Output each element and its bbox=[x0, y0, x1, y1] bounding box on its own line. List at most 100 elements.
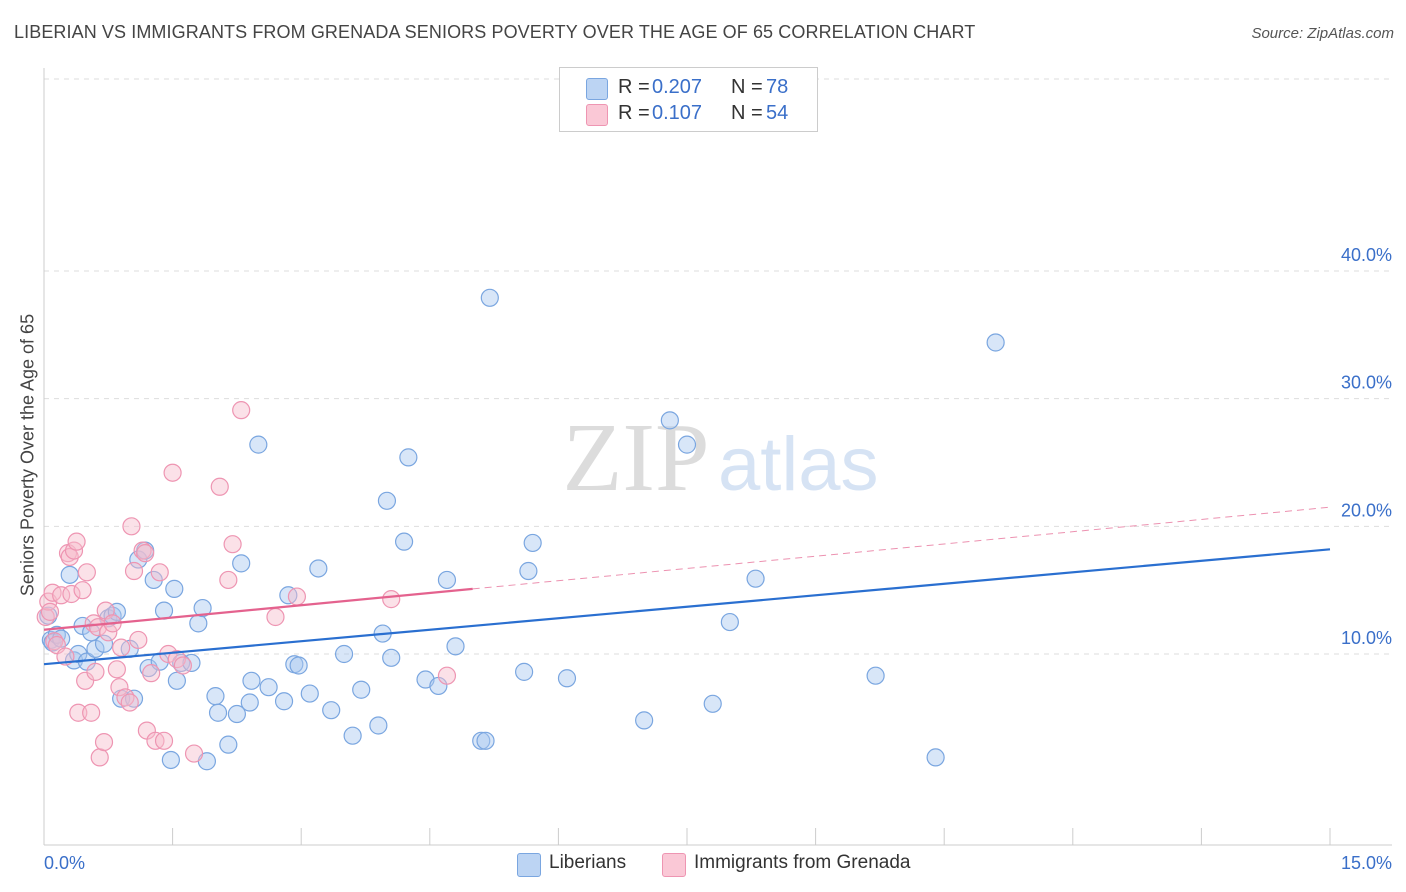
liberian-point bbox=[240, 693, 259, 712]
r-label: R = bbox=[618, 102, 650, 124]
grenada-point bbox=[232, 401, 251, 420]
r-value: 0.207 bbox=[652, 76, 703, 98]
grenada-point bbox=[90, 748, 109, 767]
liberian-point bbox=[476, 731, 495, 750]
grenada-legend-swatch bbox=[662, 853, 686, 877]
chart-title: LIBERIAN VS IMMIGRANTS FROM GRENADA SENI… bbox=[14, 22, 976, 42]
grenada-point bbox=[122, 517, 141, 536]
liberian-point bbox=[289, 656, 308, 675]
liberian-point bbox=[866, 666, 885, 685]
axes bbox=[43, 68, 1392, 846]
trend-lines bbox=[43, 506, 1331, 666]
grenada-point bbox=[184, 744, 204, 763]
liberian-point bbox=[322, 701, 341, 720]
liberian-point bbox=[394, 532, 414, 551]
liberian-point bbox=[227, 704, 246, 724]
watermark-zip: ZIP bbox=[563, 404, 710, 512]
r-value: 0.107 bbox=[652, 102, 703, 124]
liberian-point bbox=[446, 637, 465, 656]
y-tick-label: 10.0% bbox=[1341, 628, 1392, 648]
grenada-point bbox=[136, 544, 155, 563]
grenada-point bbox=[110, 678, 129, 697]
grenada-point bbox=[112, 638, 131, 657]
liberian-point bbox=[557, 669, 577, 688]
liberian-point bbox=[154, 601, 174, 620]
liberian-point bbox=[399, 448, 418, 467]
grenada-point bbox=[62, 584, 81, 604]
liberian-point bbox=[635, 711, 654, 730]
liberian-point bbox=[219, 735, 238, 754]
liberian-point bbox=[300, 684, 319, 703]
grenada-point bbox=[73, 581, 92, 600]
liberian-point bbox=[60, 565, 79, 584]
grenada-point bbox=[67, 532, 86, 551]
liberian-point bbox=[274, 692, 294, 711]
liberian-point bbox=[208, 703, 228, 722]
liberian-point bbox=[189, 614, 208, 633]
liberian-point bbox=[139, 658, 158, 678]
liberian-point bbox=[259, 678, 278, 697]
liberian-point bbox=[242, 671, 261, 690]
liberian-point bbox=[720, 612, 739, 632]
liberian-point bbox=[369, 716, 388, 735]
grenada-swatch bbox=[586, 104, 608, 126]
watermark: ZIP atlas bbox=[563, 404, 879, 512]
grenada-point bbox=[287, 587, 307, 606]
y-tick-label: 30.0% bbox=[1341, 373, 1392, 393]
grenada-point bbox=[437, 666, 457, 685]
grenada-point bbox=[266, 607, 285, 627]
liberian-point bbox=[167, 671, 186, 690]
liberian-point bbox=[165, 579, 184, 598]
liberian-point bbox=[986, 333, 1005, 352]
grenada-point bbox=[40, 602, 60, 621]
grenada-point bbox=[77, 563, 96, 582]
liberian-point bbox=[232, 554, 251, 573]
y-tick-label: 20.0% bbox=[1341, 500, 1392, 520]
grenada-point bbox=[94, 732, 114, 752]
grenada-point bbox=[107, 660, 126, 679]
liberian-point bbox=[309, 559, 328, 578]
liberian-point bbox=[677, 435, 697, 454]
tick-labels: 10.0% 20.0% 30.0% 40.0% 0.0% 15.0% bbox=[44, 245, 1392, 873]
grenada-point bbox=[154, 731, 174, 750]
liberian-point bbox=[472, 731, 491, 750]
grenada-point bbox=[219, 570, 238, 590]
liberians-legend-label: Liberians bbox=[549, 852, 627, 873]
x-tick-label: 15.0% bbox=[1341, 853, 1392, 873]
liberian-point bbox=[515, 662, 534, 681]
liberian-point bbox=[660, 411, 679, 430]
grenada-point bbox=[82, 703, 101, 722]
liberian-point bbox=[352, 680, 371, 699]
grenada-trend-line bbox=[43, 587, 473, 631]
liberians-legend-swatch bbox=[517, 853, 541, 877]
n-label: N = bbox=[731, 76, 763, 98]
grenada-point bbox=[76, 671, 95, 690]
grenada-point bbox=[56, 647, 75, 666]
liberian-point bbox=[523, 533, 542, 553]
y-tick-label: 40.0% bbox=[1341, 245, 1392, 265]
liberian-point bbox=[703, 694, 722, 713]
grenada-legend-label: Immigrants from Grenada bbox=[694, 852, 911, 873]
grenada-point bbox=[86, 662, 105, 681]
liberian-point bbox=[334, 644, 354, 664]
liberian-point bbox=[926, 748, 945, 767]
grenada-point bbox=[150, 563, 169, 582]
grenada-point bbox=[223, 535, 242, 554]
liberian-point bbox=[377, 491, 397, 510]
liberian-point bbox=[86, 639, 105, 658]
watermark-atlas: atlas bbox=[718, 422, 879, 507]
liberian-point bbox=[746, 569, 765, 588]
liberians-swatch bbox=[586, 78, 608, 100]
source-label: Source: ZipAtlas.com bbox=[1251, 25, 1394, 42]
grenada-point bbox=[120, 693, 139, 712]
x-tick-label: 0.0% bbox=[44, 853, 85, 873]
liberian-trend-line bbox=[43, 548, 1331, 666]
grenada-point bbox=[163, 463, 182, 482]
n-value: 78 bbox=[766, 76, 789, 98]
n-label: N = bbox=[731, 102, 763, 124]
liberian-point bbox=[161, 750, 180, 770]
grenada-point bbox=[88, 618, 108, 637]
grenada-point bbox=[173, 656, 192, 675]
grenada-point bbox=[382, 590, 401, 609]
